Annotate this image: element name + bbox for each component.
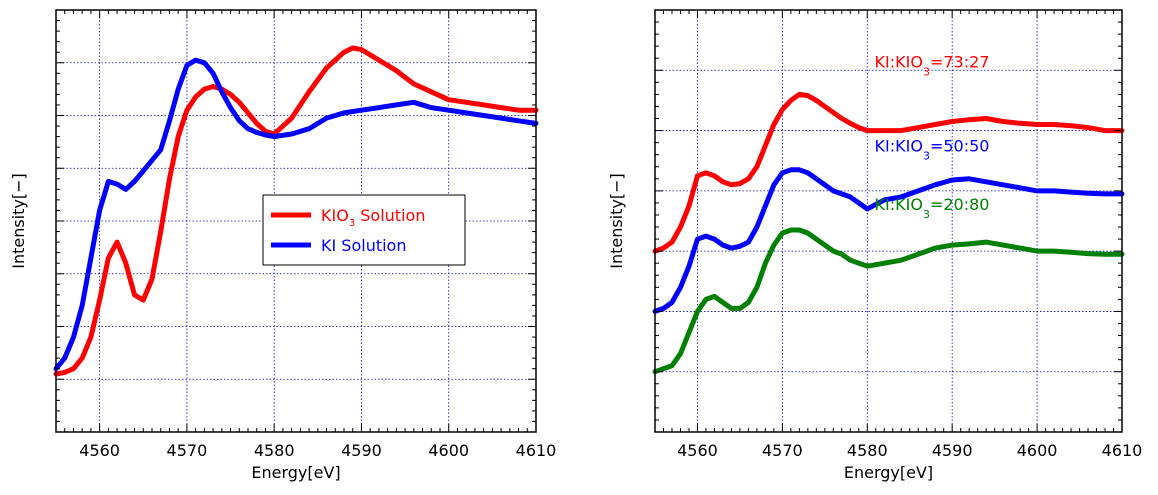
x-tick-label: 4590 (341, 441, 382, 460)
series-line-0 (53, 45, 539, 377)
series-line-0 (652, 91, 1125, 254)
series-line-2 (652, 227, 1125, 375)
legend-label-1: KI Solution (321, 236, 406, 255)
chart-right: 4560 4570 4580 4590 4600 4610 Energy[eV] Intens… (607, 9, 1143, 482)
chart-left: 4560 4570 4580 4590 4600 4610 Energy[eV] Intens… (9, 9, 557, 482)
ticks (55, 9, 537, 433)
y-axis-label: Intensity[−] (607, 173, 626, 269)
series-label-2: KI:KIO3=20:80 (875, 195, 990, 221)
x-axis-label: Energy[eV] (251, 463, 340, 482)
x-tick-label: 4600 (428, 441, 469, 460)
series-label-1: KI:KIO3=50:50 (875, 137, 990, 163)
x-tick-label: 4600 (1017, 441, 1058, 460)
x-tick-label: 4610 (516, 441, 557, 460)
legend: KIO3 Solution KI Solution (262, 194, 466, 266)
x-tick-label: 4570 (762, 441, 803, 460)
series-label-0: KI:KIO3=73:27 (875, 52, 990, 78)
legend-box (262, 194, 466, 266)
series-line-1 (53, 57, 539, 372)
series-line-1 (652, 167, 1125, 314)
x-tick-label: 4610 (1102, 441, 1143, 460)
y-axis-label: Intensity[−] (9, 173, 28, 269)
x-axis-label: Energy[eV] (844, 463, 933, 482)
ticks (654, 9, 1123, 433)
x-tick-label: 4580 (254, 441, 295, 460)
grid (655, 10, 1122, 432)
x-tick-label: 4560 (79, 441, 120, 460)
x-tick-label: 4590 (932, 441, 973, 460)
x-tick-label: 4580 (847, 441, 888, 460)
legend-label-0: KIO3 Solution (321, 206, 425, 229)
x-tick-label: 4560 (677, 441, 718, 460)
x-tick-label: 4570 (167, 441, 208, 460)
plot-frame (654, 9, 1123, 433)
